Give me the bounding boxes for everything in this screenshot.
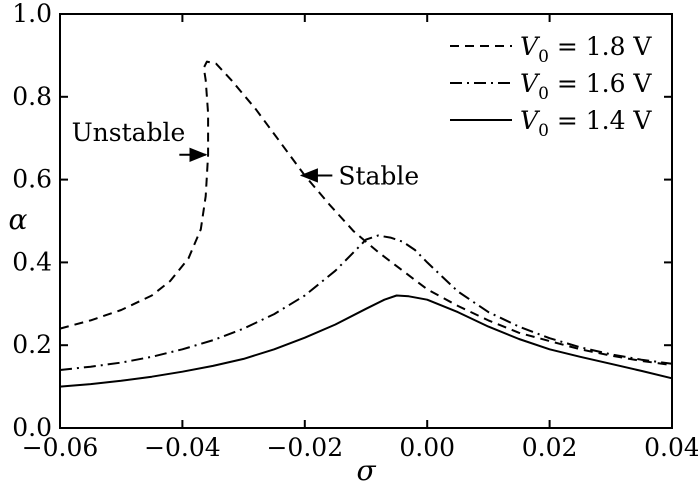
legend-var: V	[520, 69, 541, 98]
legend-sub: 0	[538, 121, 549, 141]
annotation-layer: Unstable Stable	[72, 118, 420, 191]
series-line-2	[59, 234, 673, 371]
legend-sub: 0	[538, 84, 549, 104]
plot-frame	[59, 13, 673, 429]
legend-rest: = 1.6 V	[549, 69, 653, 98]
legend-entry: V0 = 1.4 V	[520, 106, 652, 141]
legend-entry: V0 = 1.8 V	[520, 32, 652, 67]
series-layer	[59, 60, 673, 388]
legend-rest: = 1.8 V	[549, 32, 653, 61]
x-tick-label: −0.06	[22, 433, 99, 462]
y-tick-label: 0.6	[12, 165, 52, 194]
x-axis-label: σ	[356, 454, 376, 487]
legend-sub: 0	[538, 47, 549, 67]
x-tick-label: 0.04	[644, 433, 698, 462]
legend-var: V	[520, 32, 541, 61]
legend: V0 = 1.8 VV0 = 1.6 VV0 = 1.4 V	[450, 32, 652, 141]
legend-rest: = 1.4 V	[549, 106, 653, 135]
x-tick-label: 0.02	[522, 433, 578, 462]
y-tick-label: 0.2	[12, 330, 52, 359]
y-tick-label: 0.4	[12, 247, 52, 276]
annotation-label: Unstable	[72, 118, 186, 147]
x-tick-label: −0.04	[144, 433, 221, 462]
y-tick-label: 1.0	[12, 0, 52, 28]
x-tick-label: −0.02	[266, 433, 343, 462]
series-line-3	[59, 294, 673, 388]
annotation-label: Stable	[338, 161, 419, 190]
legend-entry: V0 = 1.6 V	[520, 69, 652, 104]
ticks-layer: −0.06 −0.04 −0.02 0.00 0.02 0.04 0.0 0.2 0.4 0.6 0…	[12, 0, 698, 462]
legend-var: V	[520, 106, 541, 135]
x-tick-label: 0.00	[399, 433, 455, 462]
y-tick-label: 0.8	[12, 82, 52, 111]
y-axis-label: α	[9, 203, 28, 236]
series-line-1	[59, 60, 673, 367]
y-tick-label: 0.0	[12, 413, 52, 442]
